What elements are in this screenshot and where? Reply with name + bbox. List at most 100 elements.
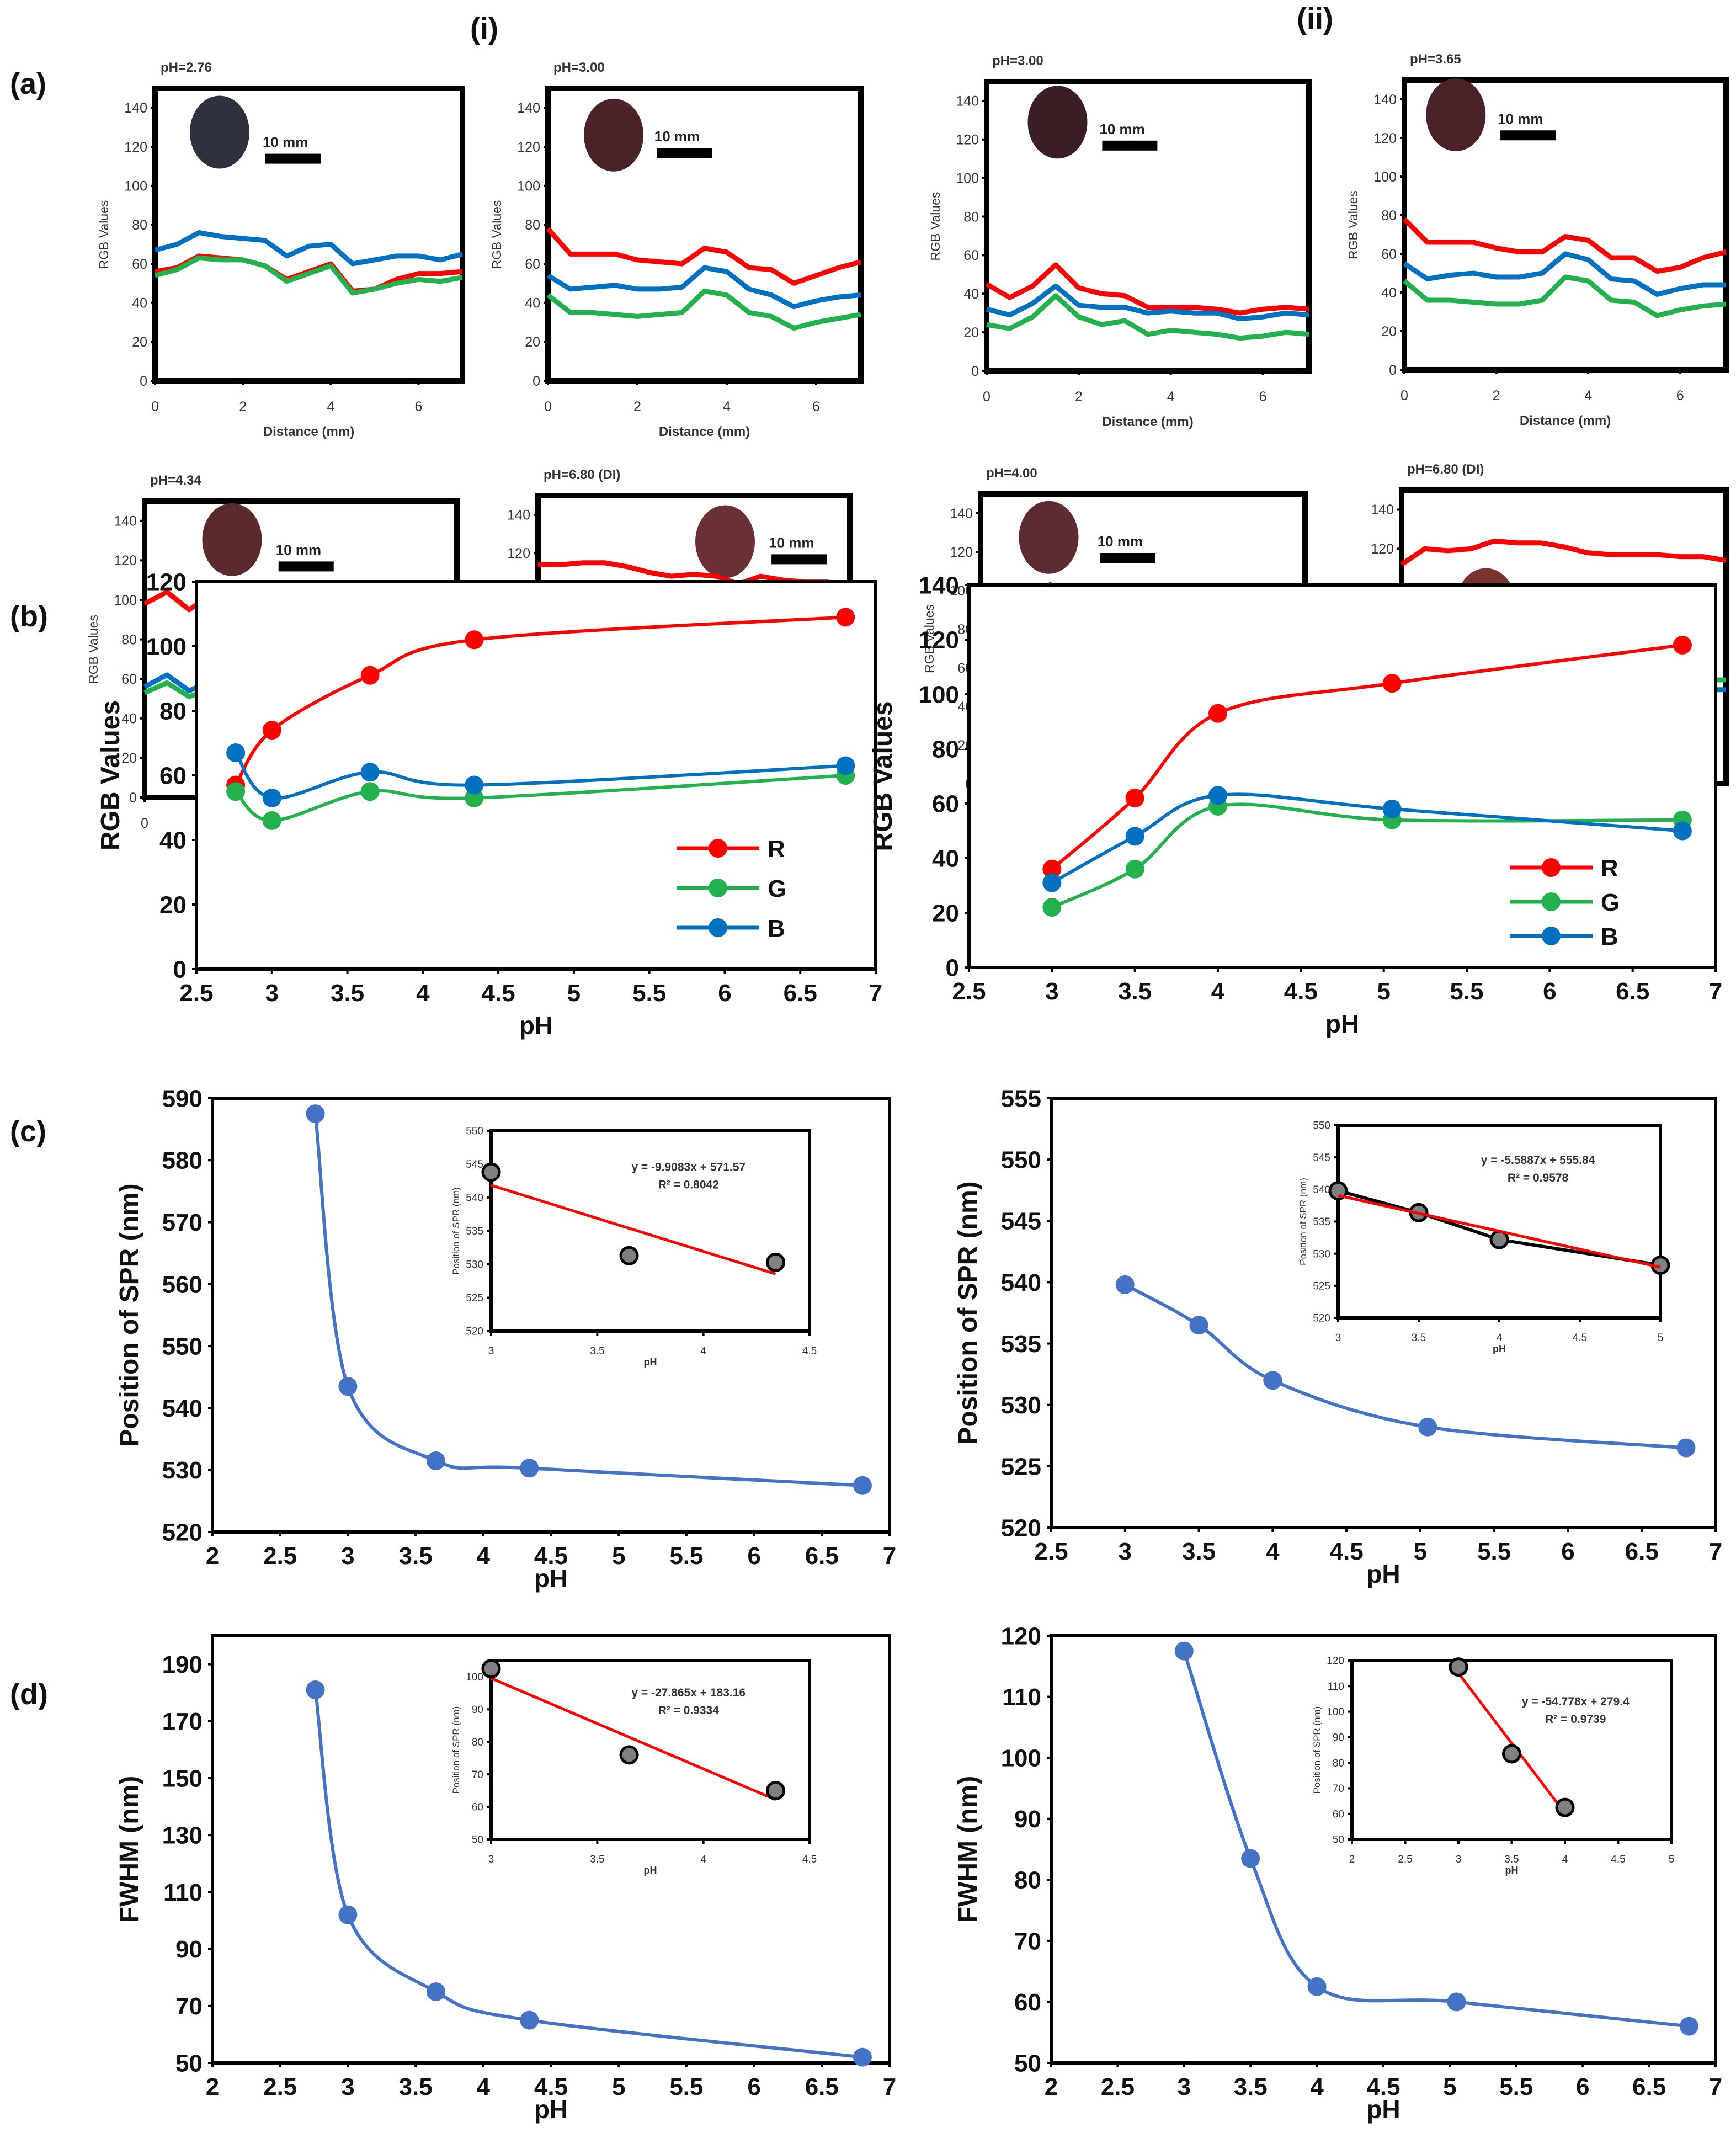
x-tick-label: 4: [700, 1345, 706, 1357]
fit-r-squared: R² = 0.9578: [1508, 1172, 1569, 1184]
data-point-B: [1208, 786, 1227, 805]
data-point-R: [1125, 789, 1144, 808]
series-line-B: [986, 283, 1309, 322]
data-point-SPR: [1189, 1316, 1208, 1335]
y-tick-label: 120: [1327, 1656, 1344, 1667]
y-tick-label: 100: [114, 593, 137, 608]
y-tick-label: 40: [525, 295, 540, 311]
scale-bar-label: 10 mm: [1098, 533, 1143, 550]
data-point-FWHM: [306, 1680, 325, 1700]
y-tick-label: 120: [146, 568, 187, 595]
data-point-B: [1673, 821, 1692, 841]
y-tick-label: 530: [1001, 1392, 1041, 1419]
fit-r-squared: R² = 0.9334: [658, 1704, 720, 1717]
data-point-R: [360, 666, 380, 685]
data-point-G: [226, 782, 246, 801]
y-tick-label: 120: [950, 545, 973, 560]
y-tick-label: 140: [124, 100, 147, 116]
y-tick-label: 540: [1313, 1184, 1330, 1196]
chart-title: pH=2.76: [161, 60, 212, 75]
y-tick-label: 100: [1373, 169, 1397, 185]
x-tick-label: 4: [416, 980, 430, 1007]
x-tick-label: 2: [206, 1542, 219, 1570]
x-tick-label: 4: [1562, 1854, 1568, 1865]
x-axis-title: pH: [1366, 2095, 1400, 2124]
legend-marker-B: [1542, 927, 1561, 945]
y-tick-label: 520: [1313, 1313, 1330, 1324]
legend-marker-R: [709, 839, 727, 858]
y-tick-label: 20: [525, 334, 540, 350]
legend-marker-G: [1542, 892, 1561, 911]
y-tick-label: 140: [919, 572, 959, 599]
data-point-R: [1382, 674, 1402, 693]
y-tick-label: 40: [963, 286, 979, 302]
y-axis-title: RGB Values: [96, 700, 125, 850]
y-tick-label: 100: [466, 1672, 483, 1683]
y-tick-label: 80: [1014, 1867, 1041, 1894]
data-point: [619, 1246, 639, 1265]
data-point-FWHM: [520, 2010, 539, 2030]
x-tick-label: 0: [141, 816, 148, 831]
data-point-B: [262, 788, 281, 807]
x-tick-label: 4: [1211, 978, 1225, 1005]
x-tick-label: 4: [1167, 389, 1175, 405]
x-tick-label: 6.5: [1632, 2073, 1666, 2100]
y-axis-title: RGB Values: [86, 615, 100, 684]
y-tick-label: 120: [114, 553, 137, 568]
data-point-FWHM: [853, 2047, 872, 2067]
x-tick-label: 7: [1709, 2073, 1722, 2100]
y-tick-label: 20: [132, 334, 147, 350]
y-axis-title: Position of SPR (nm): [451, 1706, 461, 1794]
fit-equation: y = -54.778x + 279.4: [1522, 1695, 1630, 1708]
x-tick-label: 4: [1584, 388, 1592, 403]
y-tick-label: 540: [1001, 1269, 1041, 1296]
x-axis-title: pH: [534, 2095, 568, 2124]
y-tick-label: 580: [162, 1147, 203, 1174]
legend-marker-B: [709, 918, 727, 937]
legend-label-G: G: [1601, 889, 1620, 916]
x-tick-label: 0: [151, 399, 159, 414]
y-tick-label: 560: [162, 1271, 203, 1298]
y-tick-label: 530: [466, 1259, 483, 1271]
y-tick-label: 150: [162, 1765, 203, 1792]
y-tick-label: 545: [1313, 1152, 1330, 1164]
x-tick-label: 3.5: [399, 2073, 433, 2100]
data-point-SPR: [306, 1104, 325, 1124]
y-tick-label: 0: [140, 374, 147, 389]
y-tick-label: 50: [1014, 2050, 1041, 2077]
fit-line: [491, 1184, 776, 1275]
series-line-SPR: [1124, 1283, 1686, 1450]
x-tick-label: 6: [1576, 2073, 1589, 2100]
y-tick-label: 0: [946, 954, 959, 981]
y-tick-label: 100: [919, 681, 959, 708]
x-tick-label: 6: [1543, 978, 1556, 1005]
coin-photo: [695, 505, 755, 578]
data-point: [1502, 1744, 1521, 1764]
x-tick-label: 2: [1493, 388, 1500, 403]
x-tick-label: 5.5: [669, 2073, 703, 2100]
x-axis-title: pH: [1325, 1009, 1359, 1038]
legend-label-G: G: [768, 875, 786, 902]
x-tick-label: 3: [1119, 1538, 1132, 1565]
y-tick-label: 535: [466, 1226, 483, 1237]
y-tick-label: 80: [1381, 208, 1397, 224]
x-tick-label: 2: [239, 399, 247, 414]
x-tick-label: 0: [983, 389, 991, 405]
chart-title: pH=6.80 (DI): [1407, 462, 1484, 477]
y-axis-title: FWHM (nm): [115, 1776, 144, 1923]
data-point-SPR: [1263, 1371, 1282, 1390]
y-tick-label: 525: [1001, 1453, 1041, 1480]
x-tick-label: 6.5: [805, 1542, 839, 1570]
data-point-FWHM: [338, 1905, 358, 1924]
x-tick-label: 0: [1400, 388, 1408, 403]
fit-line: [1457, 1672, 1566, 1814]
legend-marker-R: [1542, 858, 1561, 877]
y-axis-title: Position of SPR (nm): [115, 1183, 144, 1446]
x-tick-label: 5: [612, 2073, 625, 2100]
scale-bar: [657, 148, 712, 158]
data-point-FWHM: [1307, 1977, 1327, 1996]
x-tick-label: 2: [206, 2073, 219, 2100]
x-tick-label: 3.5: [399, 1542, 433, 1570]
series-line-R: [1400, 538, 1727, 567]
y-tick-label: 80: [1333, 1758, 1344, 1769]
